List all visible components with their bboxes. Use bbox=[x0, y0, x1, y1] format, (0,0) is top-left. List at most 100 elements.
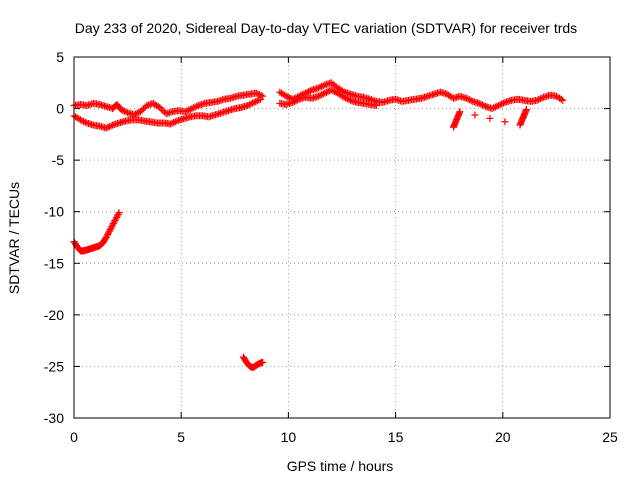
data-point bbox=[306, 87, 314, 95]
data-point bbox=[486, 114, 494, 122]
data-point bbox=[170, 118, 178, 126]
series-upper-track bbox=[70, 89, 267, 119]
data-point bbox=[107, 224, 115, 232]
data-point bbox=[372, 101, 380, 109]
grid bbox=[74, 57, 610, 418]
data-point bbox=[104, 230, 112, 238]
data-point bbox=[495, 101, 503, 109]
data-point bbox=[559, 96, 567, 104]
data-point bbox=[321, 89, 329, 97]
x-axis-label: GPS time / hours bbox=[287, 458, 394, 474]
data-point bbox=[284, 93, 292, 101]
data-point bbox=[111, 216, 119, 224]
data-point bbox=[480, 102, 488, 110]
data-point bbox=[106, 226, 114, 234]
plot-frame bbox=[73, 56, 611, 419]
data-point bbox=[282, 92, 290, 100]
data-point bbox=[132, 110, 140, 118]
data-point bbox=[536, 95, 544, 103]
y-tick-label: -25 bbox=[44, 358, 64, 374]
y-tick-label: -30 bbox=[44, 410, 64, 426]
x-tick-label: 5 bbox=[177, 429, 185, 445]
data-point bbox=[478, 101, 486, 109]
data-point bbox=[117, 106, 125, 114]
data-point bbox=[329, 87, 337, 95]
data-point bbox=[113, 213, 121, 221]
series-lower-track bbox=[70, 95, 265, 132]
data-point bbox=[491, 103, 499, 111]
data-point bbox=[253, 97, 261, 105]
y-tick-label: -5 bbox=[52, 152, 65, 168]
x-tick-label: 25 bbox=[602, 429, 618, 445]
data-point bbox=[245, 101, 253, 109]
data-point bbox=[109, 220, 117, 228]
data-point bbox=[120, 107, 128, 115]
data-point bbox=[108, 223, 116, 231]
data-point bbox=[319, 90, 327, 98]
data-point bbox=[159, 107, 167, 115]
data-point bbox=[522, 106, 530, 114]
data-point bbox=[324, 88, 332, 96]
data-point bbox=[190, 104, 198, 112]
data-point bbox=[76, 116, 84, 124]
data-point bbox=[255, 96, 263, 104]
data-point bbox=[107, 122, 115, 130]
data-point bbox=[247, 100, 255, 108]
data-point bbox=[109, 221, 117, 229]
y-tick-label: 5 bbox=[56, 49, 64, 65]
data-point bbox=[290, 98, 298, 106]
data-point bbox=[81, 118, 89, 126]
data-point bbox=[327, 86, 335, 94]
data-point bbox=[533, 96, 541, 104]
data-point bbox=[322, 88, 330, 96]
data-point bbox=[340, 93, 348, 101]
series-deep-segment bbox=[239, 353, 267, 371]
data-point bbox=[115, 209, 123, 217]
data-point bbox=[112, 215, 120, 223]
data-point bbox=[78, 117, 86, 125]
data-point bbox=[294, 96, 302, 104]
data-points bbox=[70, 79, 567, 371]
data-point bbox=[102, 234, 110, 241]
data-point bbox=[119, 106, 127, 114]
data-point bbox=[314, 92, 322, 100]
data-point bbox=[319, 82, 327, 90]
chart-title: Day 233 of 2020, Sidereal Day-to-day VTE… bbox=[75, 20, 577, 36]
data-point bbox=[456, 108, 464, 116]
series-early-low-segment bbox=[70, 209, 123, 255]
data-point bbox=[499, 99, 507, 107]
data-point bbox=[185, 106, 193, 114]
data-point bbox=[493, 102, 501, 110]
data-point bbox=[477, 100, 485, 108]
y-tick-label: 0 bbox=[56, 101, 64, 117]
data-point bbox=[104, 123, 112, 131]
data-point bbox=[105, 229, 113, 237]
data-point bbox=[168, 119, 176, 127]
data-point bbox=[157, 105, 165, 113]
data-point bbox=[166, 120, 174, 128]
data-point bbox=[467, 97, 475, 105]
y-axis-label: SDTVAR / TECUs bbox=[6, 182, 22, 294]
data-point bbox=[114, 210, 122, 218]
data-point bbox=[292, 97, 300, 105]
data-point bbox=[103, 232, 111, 240]
data-point bbox=[191, 103, 199, 111]
data-point bbox=[80, 117, 88, 125]
data-point bbox=[122, 108, 130, 116]
x-tick-label: 15 bbox=[388, 429, 404, 445]
y-tick-label: -20 bbox=[44, 307, 64, 323]
data-point bbox=[538, 94, 546, 102]
data-point bbox=[318, 82, 326, 90]
data-point bbox=[488, 105, 496, 113]
data-point bbox=[102, 124, 110, 132]
y-tick-label: -10 bbox=[44, 204, 64, 220]
data-point bbox=[140, 105, 148, 113]
data-point bbox=[471, 111, 479, 119]
data-point bbox=[501, 118, 509, 126]
data-point bbox=[259, 358, 267, 366]
data-point bbox=[466, 96, 474, 104]
series-late-track bbox=[276, 79, 567, 113]
data-point bbox=[342, 94, 350, 102]
data-point bbox=[250, 98, 258, 106]
